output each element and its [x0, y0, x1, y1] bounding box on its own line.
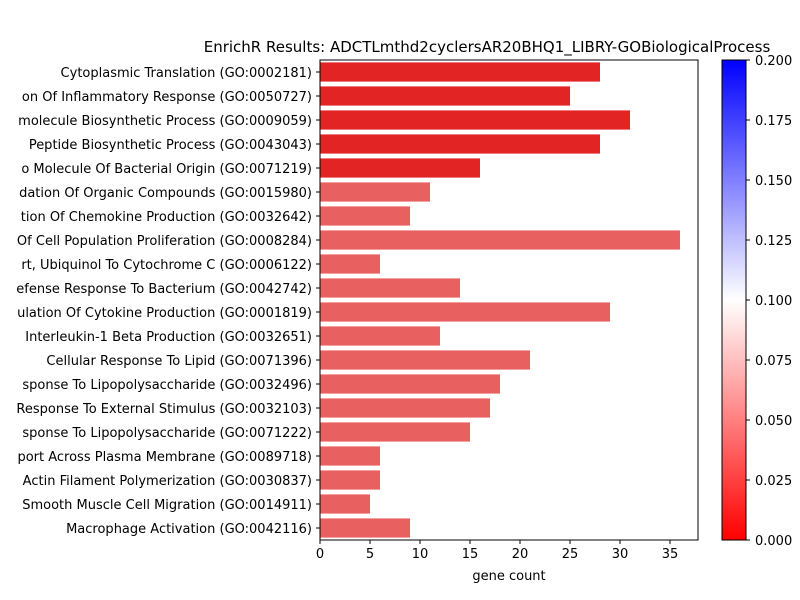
bar: [320, 230, 680, 250]
y-tick-label: Of Cell Population Proliferation (GO:000…: [17, 234, 312, 249]
x-tick-label: 35: [662, 547, 679, 562]
bar: [320, 446, 380, 466]
bar: [320, 110, 630, 130]
bar: [320, 302, 610, 322]
y-tick-label: Response To External Stimulus (GO:003210…: [16, 402, 312, 417]
x-tick-label: 30: [612, 547, 629, 562]
y-tick-label: Peptide Biosynthetic Process (GO:0043043…: [29, 138, 312, 153]
bar: [320, 518, 410, 538]
bar: [320, 350, 530, 370]
y-tick-label: Cytoplasmic Translation (GO:0002181): [61, 66, 312, 81]
x-tick-label: 15: [462, 547, 479, 562]
bar: [320, 398, 490, 418]
y-tick-label: Smooth Muscle Cell Migration (GO:0014911…: [22, 498, 312, 513]
bar: [320, 278, 460, 298]
y-tick-label: Actin Filament Polymerization (GO:003083…: [23, 474, 312, 489]
colorbar: [721, 59, 747, 541]
chart-title: EnrichR Results: ADCTLmthd2cyclersAR20BH…: [204, 38, 771, 57]
y-tick-label: Interleukin-1 Beta Production (GO:003265…: [25, 330, 312, 345]
x-axis-label: gene count: [472, 569, 545, 584]
bar: [320, 206, 410, 226]
y-tick-label: efense Response To Bacterium (GO:0042742…: [16, 282, 312, 297]
y-tick-label: port Across Plasma Membrane (GO:0089718): [17, 450, 312, 465]
plot-frame: [319, 59, 699, 541]
bar: [320, 422, 470, 442]
bar: [320, 134, 600, 154]
colorbar-tick-label: 0.025: [755, 474, 792, 489]
y-tick-label: Cellular Response To Lipid (GO:0071396): [46, 354, 312, 369]
x-tick-label: 5: [366, 547, 374, 562]
x-tick-label: 20: [512, 547, 529, 562]
y-tick-label: rt, Ubiquinol To Cytochrome C (GO:000612…: [21, 258, 312, 273]
colorbar-tick-label: 0.200: [755, 54, 792, 69]
y-tick-label: sponse To Lipopolysaccharide (GO:0071222…: [22, 426, 312, 441]
bar: [320, 158, 480, 178]
y-tick-label: dation Of Organic Compounds (GO:0015980): [19, 186, 312, 201]
y-tick-label: ulation Of Cytokine Production (GO:00018…: [17, 306, 312, 321]
bar: [320, 182, 430, 202]
bar: [320, 374, 500, 394]
y-tick-label: sponse To Lipopolysaccharide (GO:0032496…: [22, 378, 312, 393]
y-tick-label: on Of Inflammatory Response (GO:0050727): [22, 90, 312, 105]
y-tick-label: Macrophage Activation (GO:0042116): [66, 522, 312, 537]
bar: [320, 494, 370, 514]
x-tick-label: 0: [316, 547, 324, 562]
colorbar-tick-label: 0.050: [755, 414, 792, 429]
y-tick-labels: Cytoplasmic Translation (GO:0002181) on O…: [16, 66, 320, 537]
bar: [320, 326, 440, 346]
x-axis: 0 5 10 15 20 25 30 35: [316, 540, 678, 562]
bar: [320, 470, 380, 490]
bar: [320, 62, 600, 82]
colorbar-tick-label: 0.175: [755, 114, 792, 129]
x-tick-label: 25: [562, 547, 579, 562]
colorbar-tick-label: 0.075: [755, 354, 792, 369]
bars-layer: [320, 62, 680, 538]
colorbar-ticks: 0.000 0.025 0.050 0.075 0.100 0.125 0.150 0.175…: [746, 54, 792, 549]
colorbar-tick-label: 0.000: [755, 534, 792, 549]
colorbar-tick-label: 0.125: [755, 234, 792, 249]
bar: [320, 254, 380, 274]
bar: [320, 86, 570, 106]
y-tick-label: tion Of Chemokine Production (GO:0032642…: [21, 210, 312, 225]
x-tick-label: 10: [412, 547, 429, 562]
y-tick-label: o Molecule Of Bacterial Origin (GO:00712…: [21, 162, 312, 177]
y-tick-label: molecule Biosynthetic Process (GO:000905…: [18, 114, 312, 129]
colorbar-tick-label: 0.100: [755, 294, 792, 309]
colorbar-tick-label: 0.150: [755, 174, 792, 189]
